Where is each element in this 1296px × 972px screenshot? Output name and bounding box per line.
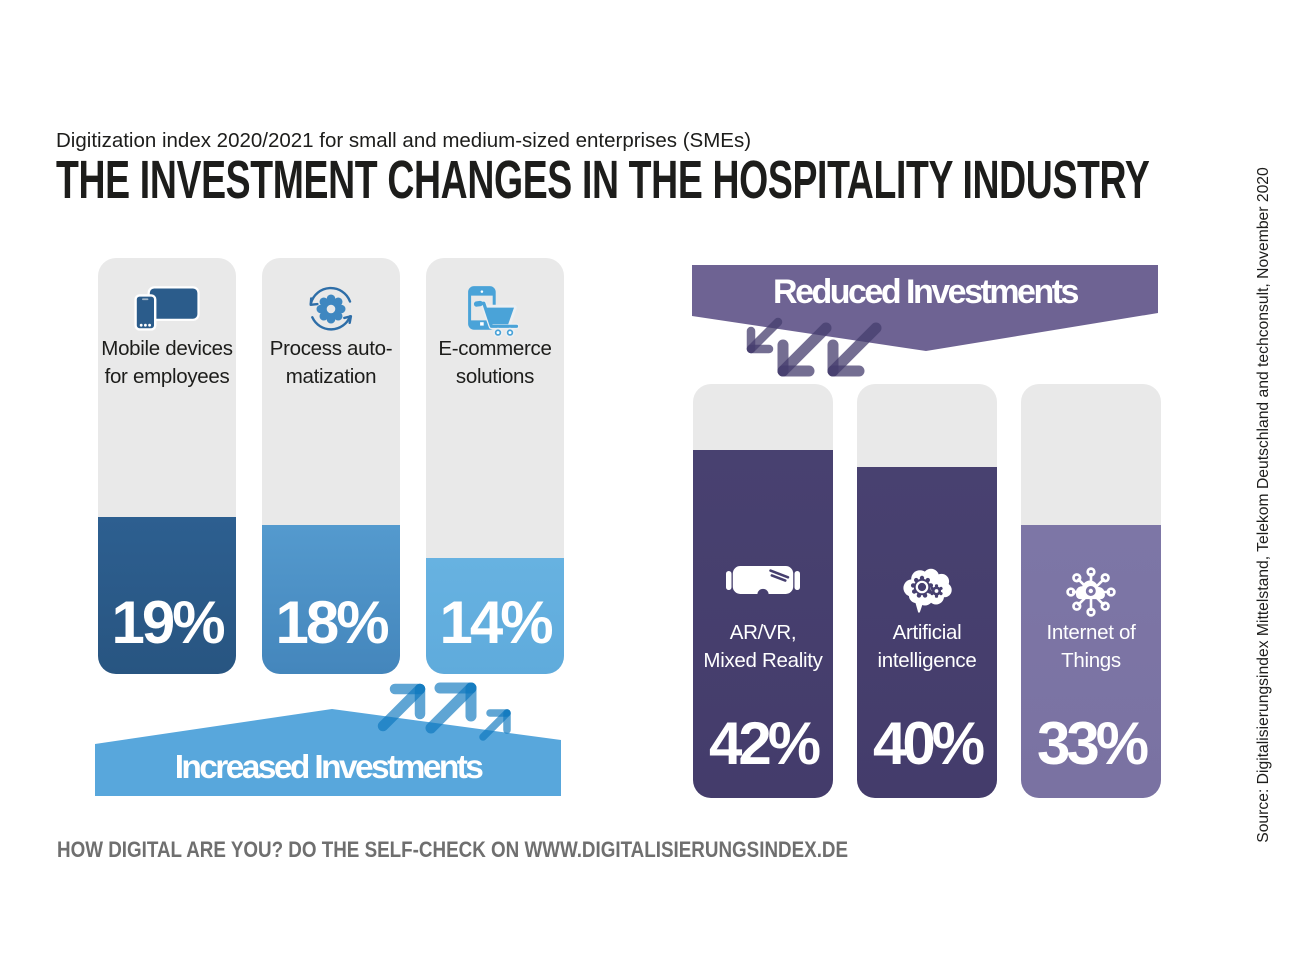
increased-investments-banner: Increased Investments	[95, 707, 561, 796]
bar-label: Process auto- matization	[269, 337, 393, 388]
iot-network-icon	[1021, 566, 1161, 618]
bar-label: Artificial intelligence	[877, 621, 977, 672]
bar-value: 14%	[439, 589, 553, 656]
bar-artificial-intelligence: Artificial intelligence 40%	[857, 384, 997, 798]
bar-value: 19%	[111, 589, 225, 656]
bar-fill	[426, 558, 564, 674]
reduced-banner-label: Reduced Investments	[773, 273, 1079, 311]
mobile-devices-icon	[98, 286, 236, 331]
bar-internet-of-things: Internet of Things 33%	[1021, 384, 1161, 798]
bar-fill	[98, 517, 236, 674]
bar-value: 18%	[275, 589, 389, 656]
bar-value: 40%	[872, 710, 985, 777]
footer-selfcheck-text: HOW DIGITAL ARE YOU? DO THE SELF-CHECK O…	[57, 837, 849, 862]
bar-fill	[1021, 525, 1161, 798]
increased-banner-label: Increased Investments	[174, 749, 484, 786]
bar-label: AR/VR, Mixed Reality	[703, 621, 823, 672]
source-note: Source: Digitalisierungsindex Mittelstan…	[1255, 167, 1272, 843]
bar-fill	[857, 467, 997, 798]
bar-process-automatization: Process auto- matization 18%	[262, 258, 400, 674]
bar-fill	[262, 525, 400, 674]
bar-mobile-devices: Mobile devices for employees 19%	[98, 258, 236, 674]
bar-label: E-commerce solutions	[438, 337, 552, 388]
bar-fill	[693, 450, 833, 798]
reduced-investments-banner: Reduced Investments	[692, 265, 1158, 352]
ecommerce-cart-icon	[426, 286, 564, 338]
bar-value: 42%	[708, 710, 821, 777]
process-automation-icon	[262, 286, 400, 332]
vr-headset-icon	[693, 566, 833, 598]
bar-value: 33%	[1036, 710, 1149, 777]
bar-label: Mobile devices for employees	[101, 337, 233, 388]
ai-brain-icon	[857, 566, 997, 614]
page-title: THE INVESTMENT CHANGES IN THE HOSPITALIT…	[56, 151, 1150, 210]
bar-label: Internet of Things	[1046, 621, 1136, 672]
bar-ar-vr: AR/VR, Mixed Reality 42%	[693, 384, 833, 798]
bar-ecommerce-solutions: E-commerce solutions 14%	[426, 258, 564, 674]
chart-subtitle: Digitization index 2020/2021 for small a…	[56, 129, 752, 152]
